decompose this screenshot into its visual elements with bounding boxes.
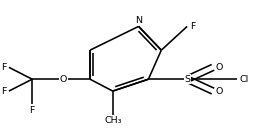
Text: O: O bbox=[216, 87, 223, 96]
Text: F: F bbox=[29, 106, 35, 115]
Text: O: O bbox=[60, 75, 67, 84]
Text: F: F bbox=[190, 22, 196, 31]
Text: CH₃: CH₃ bbox=[104, 116, 121, 125]
Text: F: F bbox=[1, 87, 6, 96]
Text: F: F bbox=[1, 63, 6, 72]
Text: O: O bbox=[216, 63, 223, 72]
Text: N: N bbox=[135, 16, 142, 25]
Text: Cl: Cl bbox=[239, 75, 249, 84]
Text: S: S bbox=[184, 75, 190, 84]
